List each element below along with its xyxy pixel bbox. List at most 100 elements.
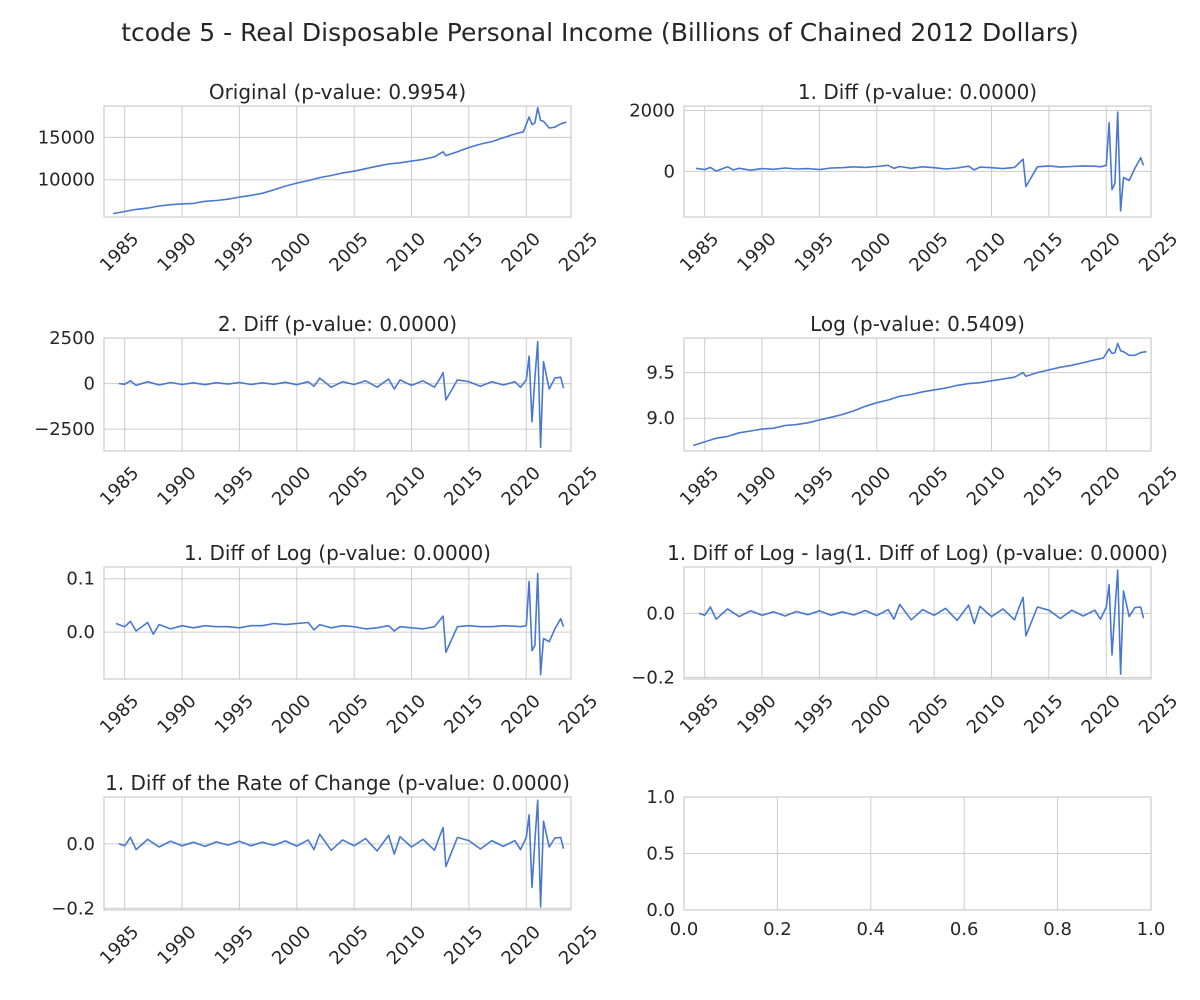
chart-title: Original (p-value: 0.9954) <box>209 80 466 104</box>
x-tick-label: 2020 <box>498 691 545 738</box>
plot-frame <box>683 105 1152 218</box>
x-tick-label: 1.0 <box>1137 919 1166 940</box>
x-tick-label: 2000 <box>268 691 315 738</box>
plot-frame <box>683 337 1152 452</box>
chart-panel-5: 1985 1990 1995 2000 2005 2010 2015 2020 2025 0.0 0… <box>66 541 602 738</box>
x-tick-label: 1985 <box>96 691 143 738</box>
x-tick-label: 2015 <box>1020 229 1067 276</box>
x-tick-label: 0.6 <box>950 919 979 940</box>
y-tick-label: −0.2 <box>631 667 675 688</box>
x-tick-label: 1985 <box>96 463 143 510</box>
x-tick-label: 2020 <box>1078 691 1125 738</box>
y-tick-label: 0.0 <box>646 603 675 624</box>
figure-title: tcode 5 - Real Disposable Personal Incom… <box>121 18 1079 47</box>
chart-title: 1. Diff (p-value: 0.0000) <box>798 80 1037 104</box>
x-tick-label: 1995 <box>791 229 838 276</box>
y-tick-label: 0.0 <box>66 834 95 855</box>
series-line <box>692 342 1147 447</box>
x-tick-label: 2000 <box>848 463 895 510</box>
x-tick-label: 1995 <box>791 463 838 510</box>
chart-panel-1: 1985 1990 1995 2000 2005 2010 2015 2020 2025 1000… <box>38 80 602 276</box>
series-line <box>118 799 565 908</box>
x-tick-label: 1985 <box>676 229 723 276</box>
x-tick-label: 2010 <box>963 229 1010 276</box>
chart-title: 1. Diff of the Rate of Change (p-value: … <box>105 771 570 795</box>
x-tick-label: 1995 <box>211 922 258 969</box>
x-tick-label: 2005 <box>325 691 372 738</box>
y-tick-label: 0 <box>664 161 675 182</box>
chart-panel-6: 1985 1990 1995 2000 2005 2010 2015 2020 2025 −0.2… <box>631 541 1182 738</box>
series-line <box>115 572 565 676</box>
series-line <box>698 569 1145 676</box>
y-tick-label: 0 <box>84 374 95 395</box>
x-tick-label: 2000 <box>848 229 895 276</box>
x-tick-label: 2010 <box>383 922 430 969</box>
x-tick-label: 2020 <box>1078 229 1125 276</box>
x-tick-label: 1990 <box>733 691 780 738</box>
plot-frame <box>103 796 572 911</box>
x-tick-label: 1985 <box>96 229 143 276</box>
x-tick-label: 2015 <box>440 463 487 510</box>
x-tick-label: 2010 <box>963 463 1010 510</box>
y-tick-label: 9.5 <box>646 363 675 384</box>
x-tick-label: 2025 <box>1135 463 1182 510</box>
chart-panel-4: 1985 1990 1995 2000 2005 2010 2015 2020 2025 9.0 9… <box>646 312 1182 510</box>
x-tick-label: 1990 <box>733 229 780 276</box>
x-tick-label: 2025 <box>1135 691 1182 738</box>
series-line <box>118 340 565 449</box>
x-tick-label: 1995 <box>791 691 838 738</box>
x-tick-label: 2000 <box>268 922 315 969</box>
x-tick-label: 2015 <box>440 229 487 276</box>
x-tick-label: 2010 <box>383 463 430 510</box>
y-tick-label: −2500 <box>34 419 95 440</box>
chart-title: 1. Diff of Log - lag(1. Diff of Log) (p-… <box>667 541 1168 565</box>
plot-frame <box>103 105 572 218</box>
x-tick-label: 2025 <box>555 922 602 969</box>
y-tick-label: 2500 <box>49 328 95 349</box>
x-tick-label: 2005 <box>325 922 372 969</box>
plot-frame <box>103 566 572 680</box>
x-tick-label: 1985 <box>96 922 143 969</box>
x-tick-label: 2025 <box>1135 229 1182 276</box>
x-tick-label: 1995 <box>211 229 258 276</box>
x-tick-label: 1985 <box>676 691 723 738</box>
x-tick-label: 2025 <box>555 229 602 276</box>
x-tick-label: 1990 <box>733 463 780 510</box>
x-tick-label: 1990 <box>153 229 200 276</box>
y-tick-label: 0.0 <box>646 900 675 921</box>
y-tick-label: 0.5 <box>646 844 675 865</box>
chart-panel-7: 1985 1990 1995 2000 2005 2010 2015 2020 2025 −0.2… <box>51 771 602 969</box>
plot-frame <box>683 796 1152 911</box>
y-tick-label: 0.1 <box>66 569 95 590</box>
x-tick-label: 1990 <box>153 922 200 969</box>
y-tick-label: 9.0 <box>646 408 675 429</box>
x-tick-label: 2010 <box>383 229 430 276</box>
x-tick-label: 2005 <box>325 463 372 510</box>
x-tick-label: 2010 <box>383 691 430 738</box>
chart-title: 1. Diff of Log (p-value: 0.0000) <box>184 541 491 565</box>
y-tick-label: 0.0 <box>66 622 95 643</box>
x-tick-label: 2015 <box>1020 463 1067 510</box>
chart-panel-8: 0.0 0.2 0.4 0.6 0.8 1.0 0.0 0.5 1.0 <box>646 787 1165 940</box>
x-tick-label: 2005 <box>905 463 952 510</box>
x-tick-label: 2015 <box>1020 691 1067 738</box>
x-tick-label: 2000 <box>268 229 315 276</box>
x-tick-label: 2015 <box>440 922 487 969</box>
x-tick-label: 2005 <box>325 229 372 276</box>
x-tick-label: 2020 <box>498 229 545 276</box>
x-tick-label: 2000 <box>268 463 315 510</box>
x-tick-label: 0.0 <box>670 919 699 940</box>
x-tick-label: 2010 <box>963 691 1010 738</box>
x-tick-label: 2015 <box>440 691 487 738</box>
chart-panel-2: 1985 1990 1995 2000 2005 2010 2015 2020 20250200… <box>629 80 1182 276</box>
x-tick-label: 2020 <box>498 463 545 510</box>
x-tick-label: 1990 <box>153 691 200 738</box>
x-tick-label: 2020 <box>498 922 545 969</box>
plot-frame <box>683 566 1152 680</box>
x-tick-label: 2025 <box>555 691 602 738</box>
chart-title: 2. Diff (p-value: 0.0000) <box>218 312 457 336</box>
x-tick-label: 0.2 <box>763 919 792 940</box>
x-tick-label: 2005 <box>905 691 952 738</box>
plot-frame <box>103 337 572 452</box>
